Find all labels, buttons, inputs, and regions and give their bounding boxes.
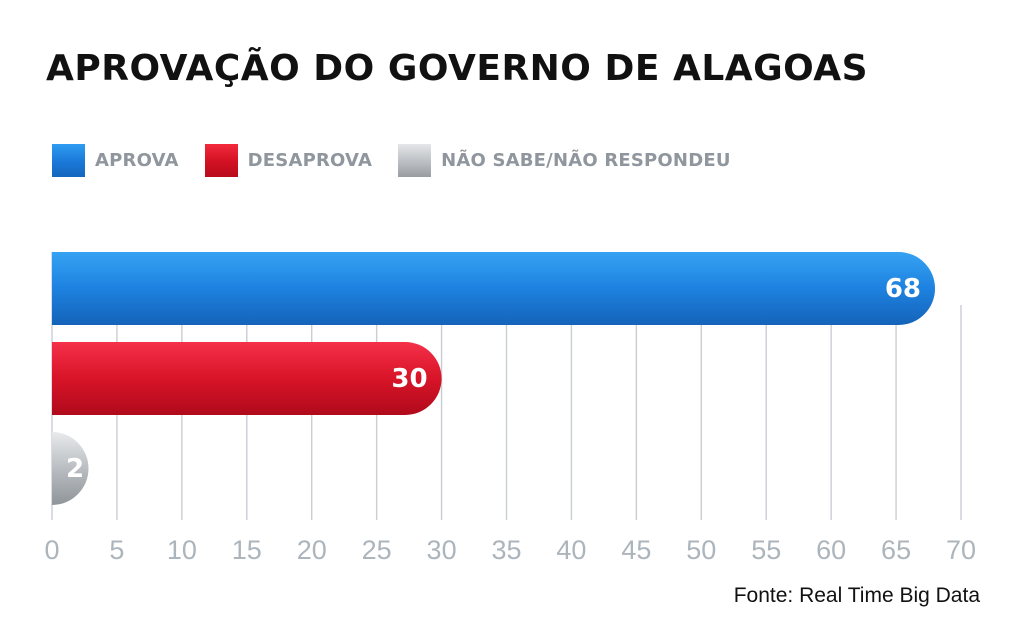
bar-aprova [52,252,936,325]
x-tick-label-20: 20 [297,535,327,565]
legend-swatch-nao-sabe [398,143,432,177]
x-tick-label-40: 40 [556,535,586,565]
bar-nao-sabe [52,432,89,505]
legend-item-nao-sabe: NÃO SABE/NÃO RESPONDEU [398,143,731,177]
legend-swatch-aprova [52,143,85,177]
x-tick-label-10: 10 [167,535,197,565]
source-note: Fonte: Real Time Big Data [733,584,980,607]
legend-label-desaprova: DESAPROVA [247,149,373,171]
legend: APROVA DESAPROVA NÃO SABE/NÃO RESPONDEU [52,143,731,177]
x-tick-label-50: 50 [686,535,716,565]
bar-value-label-nao-sabe: 2 [66,454,84,484]
legend-swatch-desaprova [204,143,238,177]
x-axis-ticks: 0 5 10 15 20 25 30 35 40 45 50 55 60 65 70 [44,535,976,565]
x-tick-label-35: 35 [491,535,521,565]
x-tick-label-5: 5 [109,535,124,565]
x-tick-label-0: 0 [44,535,59,565]
bar-value-label-desaprova: 30 [391,364,427,394]
x-tick-label-60: 60 [816,535,846,565]
x-tick-label-55: 55 [751,535,781,565]
bars: 68 30 2 [52,252,936,505]
legend-label-nao-sabe: NÃO SABE/NÃO RESPONDEU [441,149,731,171]
legend-item-aprova: APROVA [52,143,179,177]
x-tick-label-65: 65 [881,535,911,565]
x-tick-label-45: 45 [621,535,651,565]
x-tick-label-15: 15 [232,535,262,565]
chart-title: APROVAÇÃO DO GOVERNO DE ALAGOAS [46,48,869,89]
legend-label-aprova: APROVA [95,149,179,171]
x-tick-label-25: 25 [362,535,392,565]
x-tick-label-70: 70 [946,535,976,565]
bar-value-label-aprova: 68 [885,274,921,304]
legend-item-desaprova: DESAPROVA [204,143,373,177]
x-tick-label-30: 30 [427,535,457,565]
bar-desaprova [52,342,442,415]
